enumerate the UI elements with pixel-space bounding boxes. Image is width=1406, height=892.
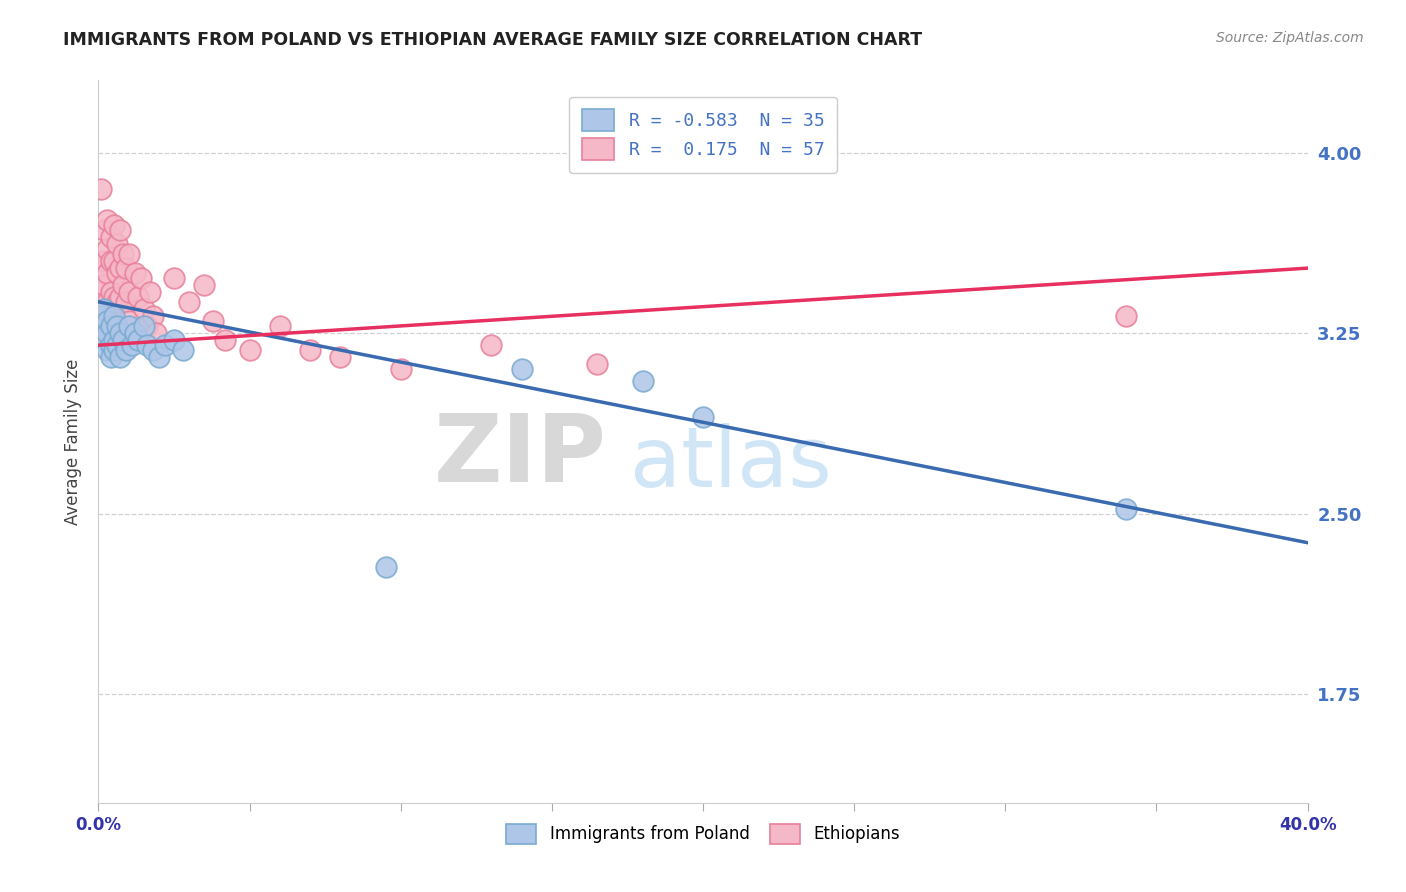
Point xyxy=(108,350,131,364)
Point xyxy=(586,358,609,372)
Point xyxy=(90,261,112,276)
Point xyxy=(692,410,714,425)
Point xyxy=(96,326,118,340)
Point xyxy=(90,181,112,195)
Point xyxy=(93,222,115,236)
Point xyxy=(127,290,149,304)
Point xyxy=(108,222,131,236)
Point xyxy=(90,318,112,333)
Point xyxy=(100,310,122,324)
Point xyxy=(100,253,122,268)
Point xyxy=(103,318,125,333)
Point xyxy=(100,285,122,300)
Point xyxy=(510,362,533,376)
Point xyxy=(142,310,165,324)
Point xyxy=(96,242,118,256)
Point xyxy=(96,213,118,227)
Point xyxy=(108,261,131,276)
Point xyxy=(481,338,503,352)
Point xyxy=(118,285,141,300)
Point xyxy=(239,343,262,357)
Point xyxy=(172,343,194,357)
Point xyxy=(269,318,291,333)
Point xyxy=(108,326,131,340)
Point xyxy=(132,318,155,333)
Point xyxy=(389,362,412,376)
Point xyxy=(127,334,149,348)
Point xyxy=(214,334,236,348)
Point xyxy=(100,338,122,352)
Point xyxy=(103,343,125,357)
Point xyxy=(163,334,186,348)
Point xyxy=(93,301,115,317)
Point xyxy=(105,338,128,352)
Point xyxy=(114,294,136,309)
Point xyxy=(93,253,115,268)
Point xyxy=(90,310,112,324)
Point xyxy=(96,314,118,328)
Point xyxy=(111,246,134,260)
Point xyxy=(96,294,118,309)
Point xyxy=(103,290,125,304)
Point xyxy=(96,343,118,357)
Point xyxy=(103,334,125,348)
Point xyxy=(93,314,115,328)
Point xyxy=(129,270,152,285)
Point xyxy=(124,266,146,280)
Text: ZIP: ZIP xyxy=(433,410,606,502)
Point xyxy=(100,318,122,333)
Point xyxy=(105,266,128,280)
Point xyxy=(118,246,141,260)
Point xyxy=(90,314,112,328)
Point xyxy=(105,318,128,333)
Point xyxy=(96,266,118,280)
Point xyxy=(103,310,125,324)
Point xyxy=(118,314,141,328)
Point xyxy=(1115,502,1137,516)
Point xyxy=(142,343,165,357)
Point xyxy=(114,343,136,357)
Point xyxy=(179,294,201,309)
Point xyxy=(93,334,115,348)
Point xyxy=(1115,310,1137,324)
Point xyxy=(111,334,134,348)
Point xyxy=(139,285,162,300)
Point xyxy=(93,277,115,292)
Point xyxy=(631,375,654,389)
Point xyxy=(114,261,136,276)
Point xyxy=(118,318,141,333)
Point xyxy=(135,318,157,333)
Point xyxy=(148,350,170,364)
Point xyxy=(100,350,122,364)
Point xyxy=(90,285,112,300)
Point xyxy=(100,229,122,244)
Point xyxy=(202,314,225,328)
Point xyxy=(132,301,155,317)
Point xyxy=(103,218,125,232)
Point xyxy=(124,326,146,340)
Point xyxy=(105,237,128,252)
Point xyxy=(111,277,134,292)
Point xyxy=(111,338,134,352)
Point xyxy=(135,338,157,352)
Point xyxy=(103,253,125,268)
Point xyxy=(299,343,322,357)
Y-axis label: Average Family Size: Average Family Size xyxy=(63,359,82,524)
Point xyxy=(163,270,186,285)
Point xyxy=(96,326,118,340)
Point xyxy=(108,290,131,304)
Text: Source: ZipAtlas.com: Source: ZipAtlas.com xyxy=(1216,31,1364,45)
Text: atlas: atlas xyxy=(630,423,832,504)
Point xyxy=(153,338,176,352)
Point xyxy=(105,294,128,309)
Point xyxy=(145,326,167,340)
Legend: Immigrants from Poland, Ethiopians: Immigrants from Poland, Ethiopians xyxy=(498,815,908,852)
Point xyxy=(121,338,143,352)
Point xyxy=(193,277,215,292)
Point xyxy=(329,350,352,364)
Point xyxy=(374,559,396,574)
Text: IMMIGRANTS FROM POLAND VS ETHIOPIAN AVERAGE FAMILY SIZE CORRELATION CHART: IMMIGRANTS FROM POLAND VS ETHIOPIAN AVER… xyxy=(63,31,922,49)
